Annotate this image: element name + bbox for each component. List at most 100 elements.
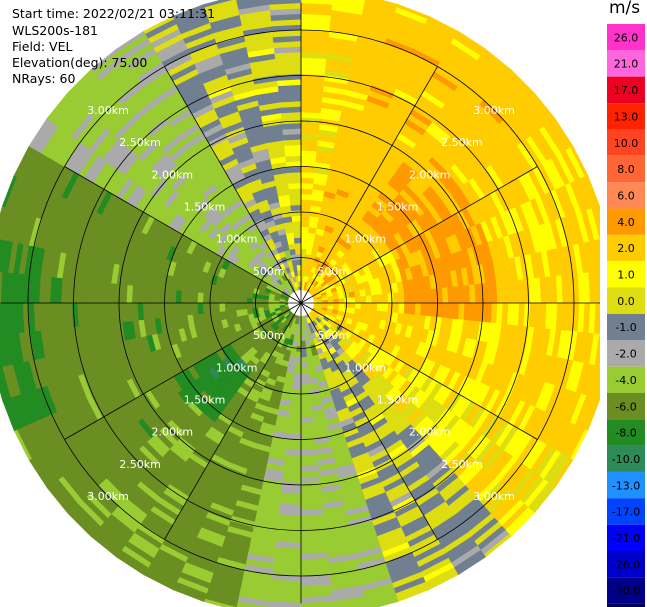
velocity-cell: [300, 384, 311, 391]
velocity-cell: [300, 324, 305, 331]
velocity-cell: [237, 0, 270, 10]
velocity-cell: [236, 0, 264, 5]
velocity-cell: [246, 302, 253, 310]
radial-line: [64, 166, 302, 304]
velocity-cell: [327, 299, 335, 304]
velocity-cell: [333, 298, 340, 304]
velocity-cell: [297, 269, 302, 277]
velocity-cell: [300, 389, 312, 397]
range-ring-label: 3.00km: [87, 104, 129, 117]
velocity-cell: [300, 193, 313, 201]
velocity-cell: [218, 294, 226, 304]
velocity-cell: [291, 384, 302, 391]
velocity-cell: [409, 302, 417, 316]
velocity-cell: [300, 351, 308, 358]
velocity-cell: [218, 302, 226, 312]
velocity-cell: [191, 291, 199, 304]
velocity-cell: [398, 291, 406, 304]
velocity-cell: [596, 205, 600, 220]
nrays-label: NRays: 60: [12, 71, 76, 86]
velocity-cell: [300, 411, 314, 419]
velocity-cell: [591, 206, 600, 240]
velocity-cell: [292, 226, 302, 233]
colorbar-tick-label: 2.0: [617, 242, 635, 255]
colorbar-tick-label: 10.0: [614, 137, 639, 150]
velocity-cell: [425, 302, 433, 318]
velocity-cell: [295, 253, 302, 260]
range-ring-label: 500m: [253, 329, 285, 342]
velocity-cell: [300, 248, 308, 255]
velocity-cell: [365, 302, 373, 311]
velocity-cell: [213, 302, 220, 313]
velocity-cell: [286, 427, 302, 435]
velocity-cell: [0, 379, 6, 401]
velocity-cell: [332, 601, 366, 607]
velocity-cell: [292, 373, 302, 380]
velocity-cell: [300, 405, 313, 413]
velocity-cell: [332, 596, 365, 607]
velocity-cell: [290, 394, 302, 402]
ppi-plot: 500m 500m 500m 500m 1.00km 1.00km 1.00km 1.00km…: [0, 0, 600, 607]
velocity-cell: [290, 204, 302, 212]
velocity-cell: [300, 356, 308, 364]
colorbar-tick-label: -30.0: [612, 585, 640, 598]
colorbar-swatch: [607, 472, 645, 499]
velocity-cell: [300, 171, 316, 179]
velocity-cell: [180, 302, 188, 316]
colorbar-tick-label: -4.0: [615, 374, 636, 387]
velocity-cell: [169, 302, 177, 318]
field-label: Field: VEL: [12, 39, 73, 54]
velocity-cell: [376, 294, 384, 304]
colorbar-tick-label: 1.0: [617, 269, 635, 282]
velocity-cell: [364, 593, 398, 607]
radial-line: [164, 302, 302, 540]
range-ring-label: 500m: [253, 265, 285, 278]
velocity-cell: [288, 411, 302, 419]
velocity-cell: [300, 422, 315, 429]
colorbar-swatch: [607, 24, 645, 51]
velocity-cell: [376, 302, 384, 312]
velocity-cell: [191, 302, 199, 315]
colorbar-swatch: [607, 76, 645, 104]
velocity-cell: [371, 302, 378, 312]
velocity-cell: [349, 302, 356, 310]
velocity-cell: [268, 0, 302, 5]
velocity-cell: [0, 366, 11, 400]
colorbar-swatch: [607, 577, 645, 604]
colorbar-tick-label: 8.0: [617, 163, 635, 176]
range-ring-label: 3.00km: [473, 104, 515, 117]
range-ring-label: 1.00km: [216, 233, 258, 246]
velocity-cell: [425, 288, 433, 304]
radial-line: [164, 66, 302, 304]
colorbar-tick-label: 13.0: [614, 110, 639, 123]
velocity-cell: [300, 362, 309, 369]
velocity-cell: [382, 302, 389, 313]
velocity-cell: [300, 340, 306, 348]
range-ring-label: 2.00km: [152, 168, 194, 181]
velocity-cell: [229, 302, 237, 311]
range-ring-label: 2.50km: [441, 136, 483, 149]
velocity-cell: [322, 299, 329, 304]
velocity-cell: [291, 215, 302, 222]
velocity-cell: [0, 352, 3, 368]
velocity-cell: [295, 346, 302, 353]
velocity-cell: [196, 302, 204, 315]
colorbar-tick-label: 26.0: [614, 31, 639, 44]
velocity-cell: [300, 182, 314, 190]
velocity-cell: [300, 204, 312, 212]
velocity-cell: [586, 208, 600, 241]
velocity-cell: [300, 215, 311, 222]
velocity-cell: [289, 405, 302, 413]
velocity-cell: [300, 346, 307, 353]
velocity-cell: [204, 0, 238, 13]
colorbar-tick-label: -8.0: [615, 427, 636, 440]
velocity-cell: [300, 177, 315, 184]
range-ring-label: 2.00km: [152, 426, 194, 439]
velocity-cell: [169, 288, 177, 304]
velocity-cell: [300, 400, 313, 408]
range-ring-label: 2.00km: [409, 426, 451, 439]
velocity-cell: [338, 0, 366, 5]
range-ring-label: 2.50km: [119, 458, 161, 471]
velocity-cell: [296, 258, 302, 266]
velocity-cell: [296, 264, 302, 271]
